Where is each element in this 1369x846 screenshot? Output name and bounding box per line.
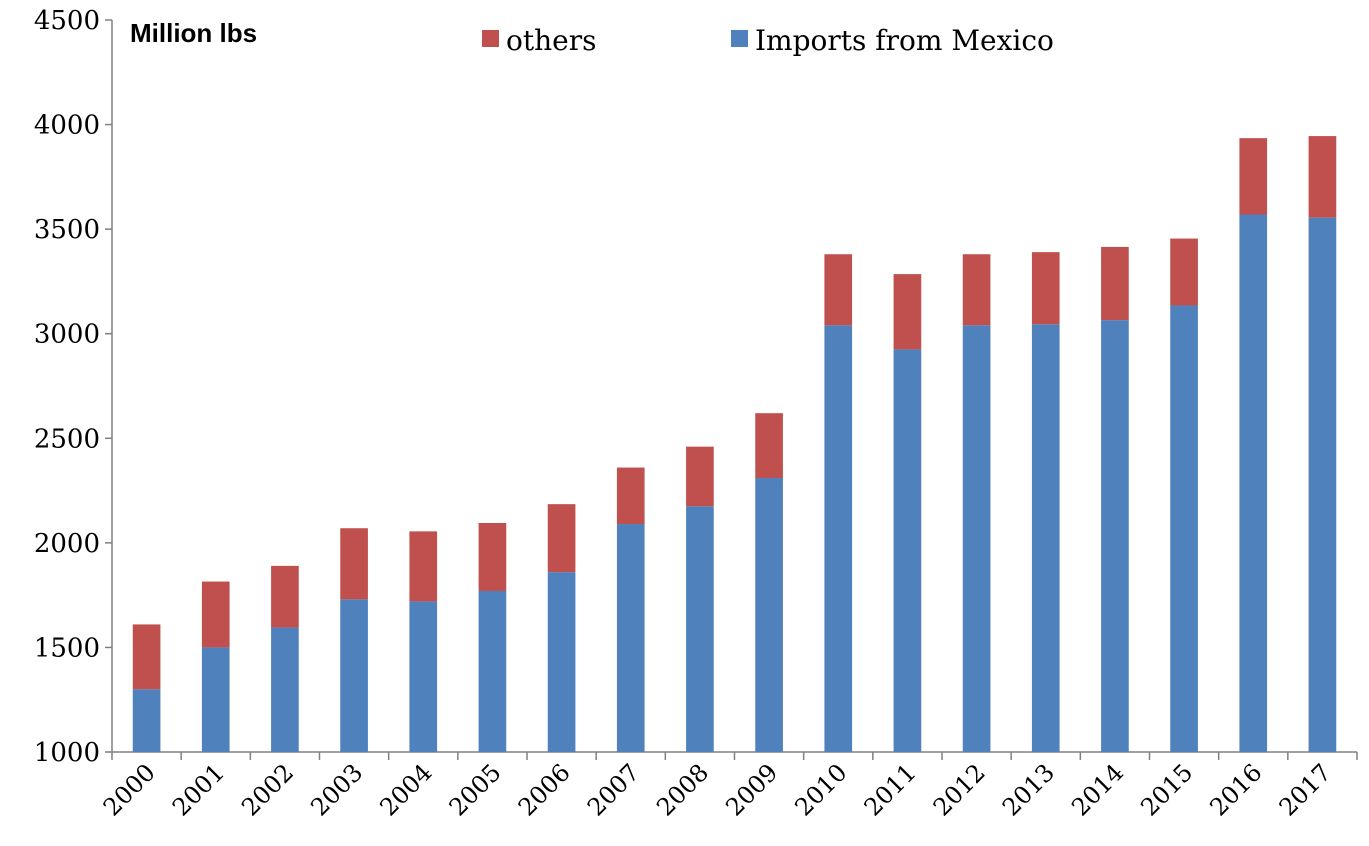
x-tick-label: 2007 [582,758,645,821]
y-tick-label: 3500 [34,215,100,245]
bar-imports-from-mexico-2015 [1170,305,1198,752]
x-tick-label: 2017 [1274,758,1337,821]
bar-imports-from-mexico-2012 [962,325,991,752]
x-tick-label: 2000 [98,758,161,821]
x-tick-label: 2003 [305,758,368,821]
x-tick-label: 2011 [859,758,922,821]
bar-others-2002 [271,565,299,628]
bar-imports-from-mexico-2003 [340,599,368,752]
bar-imports-from-mexico-2013 [1031,324,1060,752]
bar-others-2004 [409,531,438,602]
y-tick-label: 1500 [34,633,100,663]
bar-imports-from-mexico-2017 [1308,217,1337,752]
y-axis-unit-label: Million lbs [130,18,257,48]
x-tick-label: 2014 [1066,758,1129,821]
bar-others-2010 [824,254,853,326]
x-tick-label: 2013 [997,758,1060,821]
x-tick-label: 2015 [1135,758,1198,821]
bar-others-2006 [547,504,576,573]
bar-imports-from-mexico-2002 [271,627,299,752]
x-axis: 2000 2001 2002 2003 2004 2005 2006 2007 2008 2009… [98,751,1358,821]
bar-imports-from-mexico-2007 [616,524,645,752]
x-tick-label: 2016 [1205,758,1268,821]
x-tick-label: 2008 [651,758,714,821]
x-tick-label: 2009 [720,758,783,821]
bar-others-2000 [132,624,161,690]
bar-others-2016 [1239,138,1268,215]
x-tick-label: 2010 [790,758,853,821]
bar-imports-from-mexico-2001 [201,647,230,752]
x-tick-label: 2004 [375,758,438,821]
legend-swatch-imports-from-mexico [731,30,748,47]
bar-others-2017 [1308,136,1337,218]
y-tick-label: 1000 [34,738,100,768]
legend: others Imports from Mexico [482,24,1054,57]
legend-swatch-others [482,30,499,47]
bar-others-2001 [201,581,230,648]
bar-others-2013 [1031,252,1060,325]
bar-others-2012 [962,254,991,326]
bar-imports-from-mexico-2000 [132,689,161,752]
bar-imports-from-mexico-2008 [686,506,714,752]
y-tick-label: 3000 [34,320,100,350]
bar-imports-from-mexico-2014 [1101,320,1129,752]
y-tick-label: 4500 [34,6,100,36]
y-tick-label: 2000 [34,529,100,559]
bar-imports-from-mexico-2016 [1239,214,1268,752]
bar-imports-from-mexico-2010 [824,325,853,752]
bar-imports-from-mexico-2009 [755,478,783,752]
bar-imports-from-mexico-2006 [547,572,576,752]
bar-others-2009 [755,413,783,479]
x-tick-label: 2012 [928,758,991,821]
x-tick-label: 2006 [513,758,576,821]
y-axis: 1000 1500 2000 2500 3000 3500 4000 4500 [34,6,113,768]
x-tick-label: 2002 [236,758,299,821]
bar-others-2008 [686,446,714,507]
bars [132,136,1337,752]
bar-others-2007 [616,467,645,525]
y-tick-label: 2500 [34,424,100,454]
bar-imports-from-mexico-2005 [478,590,507,752]
bar-others-2015 [1170,238,1198,306]
bar-others-2003 [340,528,368,600]
x-tick-label: 2001 [167,758,230,821]
legend-label-imports-from-mexico: Imports from Mexico [755,24,1054,57]
bar-imports-from-mexico-2004 [409,601,438,752]
y-tick-label: 4000 [34,111,100,141]
bar-others-2005 [478,522,507,591]
bar-others-2011 [893,274,922,350]
legend-label-others: others [506,24,596,57]
bar-others-2014 [1101,246,1129,321]
bar-imports-from-mexico-2011 [893,349,922,752]
x-tick-label: 2005 [444,758,507,821]
